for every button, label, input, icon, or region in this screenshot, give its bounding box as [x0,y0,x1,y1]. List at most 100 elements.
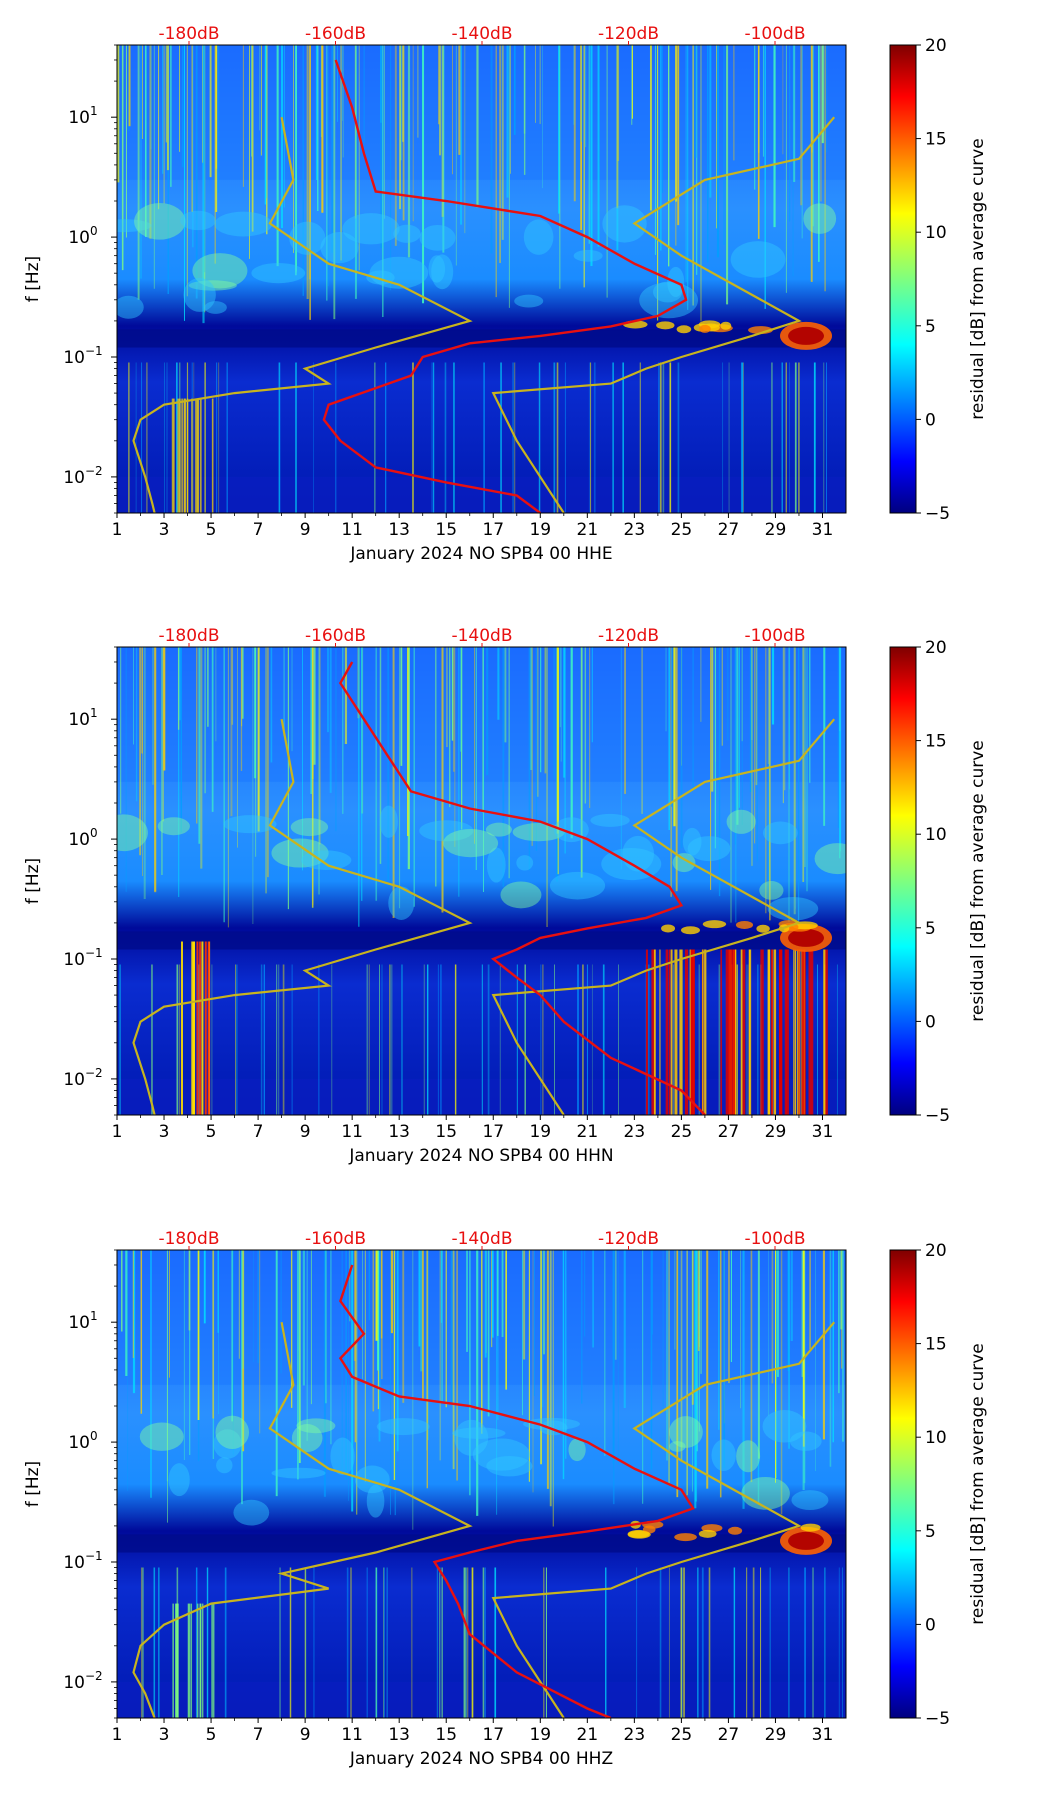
colorbar-tick-label: 5 [925,1522,936,1542]
microseism-blob [117,295,144,319]
microseism-spot [756,924,770,933]
microseism-spot [800,1523,821,1532]
microseism-blob [342,213,400,245]
x-tick-label: 31 [812,1725,834,1745]
microseism-blob [300,850,352,870]
noise-model-curve-low [132,116,473,513]
microseism-spot [735,920,754,929]
colorbar-tick-label: −5 [925,1106,950,1126]
x-tick-label: 11 [341,1122,363,1142]
microseism-blob [192,253,248,289]
y-tick-label: 10−2 [63,1066,102,1090]
x-tick-label: 1 [112,520,123,540]
colorbar: −5 0 5 10 15 20 residual [dB] from average cur… [889,1241,988,1729]
colorbar-tick-label: 0 [925,1615,936,1635]
microseism-blob [803,203,837,234]
lf-band [117,1681,846,1718]
microseism-blob [320,232,359,264]
microseism-blob [454,1419,489,1456]
microseism-spot [727,1526,743,1535]
colorbar-gradient [889,1249,917,1719]
microseism-blob [117,814,148,852]
x-tick-label: 31 [812,1122,834,1142]
x-tick-label: 15 [435,1122,457,1142]
top-db-label: -140dB [451,1229,512,1249]
x-tick-label: 13 [388,1122,410,1142]
hf-band [117,45,846,180]
colorbar-tick-label: 10 [925,1428,947,1448]
colorbar-gradient [889,44,917,514]
x-tick-label: 29 [765,1122,787,1142]
median-psd-curve [322,59,688,513]
spectrogram-image [117,647,846,1115]
x-tick-label: 23 [624,1725,646,1745]
x-tick-label: 25 [671,1725,693,1745]
colorbar-tick-label: 5 [925,317,936,337]
x-tick-label: 9 [300,1122,311,1142]
x-tick-label: 21 [577,520,599,540]
microseism-blob [271,1467,326,1479]
x-tick-label: 5 [206,520,217,540]
noise-model-curve-high [491,116,836,513]
microseism-blob [428,255,446,283]
microseism-spot [702,920,727,929]
colorbar-tick-label: 10 [925,223,947,243]
x-tick-label: 3 [159,1725,170,1745]
colorbar-tick-label: 20 [925,36,947,56]
microseism-blob [419,820,474,842]
x-axis-label: January 2024 NO SPB4 00 HHN [348,1146,613,1166]
microseism-blob [223,815,277,834]
microseism-blob [168,1463,190,1497]
median-psd-curve [338,1264,695,1718]
microseism-spot [656,321,675,330]
microseism-blob [290,818,329,837]
noise-model-curve-high [491,1321,836,1718]
top-db-label: -140dB [451,24,512,44]
x-tick-label: 27 [718,1725,740,1745]
microseism-blob [759,881,784,900]
y-tick-label: 10−2 [63,464,102,488]
microseism-spot [674,1533,697,1542]
microseism-blob [730,241,786,278]
y-tick-label: 10−1 [63,1549,102,1573]
microseism-blob [157,817,190,836]
top-db-label: -140dB [451,626,512,646]
colorbar-tick-label: 5 [925,919,936,939]
colorbar-label: residual [dB] from average curve [968,138,988,419]
x-tick-label: 17 [482,1122,504,1142]
top-db-label: -100dB [744,626,805,646]
microseism-blob [500,881,542,909]
x-tick-label: 11 [341,1725,363,1745]
top-db-label: -180dB [158,626,219,646]
low-band [117,931,846,950]
microseism-blob [379,805,398,838]
x-tick-label: 19 [529,1122,551,1142]
microseism-blob [183,277,216,312]
microseism-blob [180,210,216,231]
x-tick-label: 3 [159,1122,170,1142]
y-tick-label: 101 [68,706,97,730]
x-tick-label: 25 [671,1122,693,1142]
microseism-blob [602,205,647,243]
noise-model-curve-high [491,718,836,1115]
y-tick-label: 10−2 [63,1669,102,1693]
microseism-blob [233,1499,270,1526]
storm-core [788,326,825,345]
colorbar-tick-label: 15 [925,1335,947,1355]
top-db-label: -100dB [744,24,805,44]
top-db-label: -180dB [158,24,219,44]
microseism-blob [814,843,846,875]
colorbar: −5 0 5 10 15 20 residual [dB] from average cur… [889,638,988,1126]
top-db-label: -120dB [598,626,659,646]
colorbar-label: residual [dB] from average curve [968,740,988,1021]
microseism-blob [376,1418,430,1436]
y-tick-label: 101 [68,1309,97,1333]
microseism-blob [330,1437,355,1476]
colorbar-tick-label: 0 [925,410,936,430]
x-tick-label: 13 [388,1725,410,1745]
x-tick-label: 31 [812,520,834,540]
microseism-blob [431,254,454,290]
microseism-blob [767,897,819,921]
